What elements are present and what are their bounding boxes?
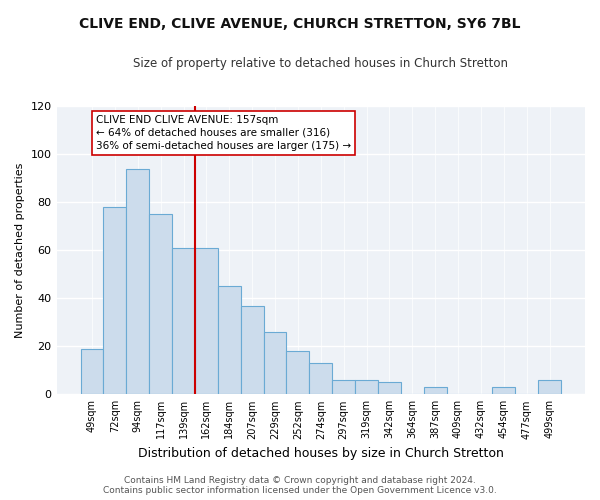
Bar [127, 169, 149, 394]
Title: Size of property relative to detached houses in Church Stretton: Size of property relative to detached ho… [133, 58, 508, 70]
Bar [149, 214, 172, 394]
X-axis label: Distribution of detached houses by size in Church Stretton: Distribution of detached houses by size … [138, 447, 504, 460]
Bar [263, 332, 286, 394]
Bar [310, 363, 332, 394]
Bar [218, 286, 241, 395]
Bar [538, 380, 561, 394]
Bar [493, 387, 515, 394]
Bar [80, 348, 103, 395]
Bar [378, 382, 401, 394]
Bar [172, 248, 195, 394]
Bar [241, 306, 263, 394]
Bar [355, 380, 378, 394]
Bar [424, 387, 446, 394]
Bar [332, 380, 355, 394]
Bar [286, 351, 310, 395]
Text: CLIVE END, CLIVE AVENUE, CHURCH STRETTON, SY6 7BL: CLIVE END, CLIVE AVENUE, CHURCH STRETTON… [79, 18, 521, 32]
Bar [195, 248, 218, 394]
Text: CLIVE END CLIVE AVENUE: 157sqm
← 64% of detached houses are smaller (316)
36% of: CLIVE END CLIVE AVENUE: 157sqm ← 64% of … [96, 115, 351, 151]
Y-axis label: Number of detached properties: Number of detached properties [15, 162, 25, 338]
Bar [103, 207, 127, 394]
Text: Contains HM Land Registry data © Crown copyright and database right 2024.
Contai: Contains HM Land Registry data © Crown c… [103, 476, 497, 495]
